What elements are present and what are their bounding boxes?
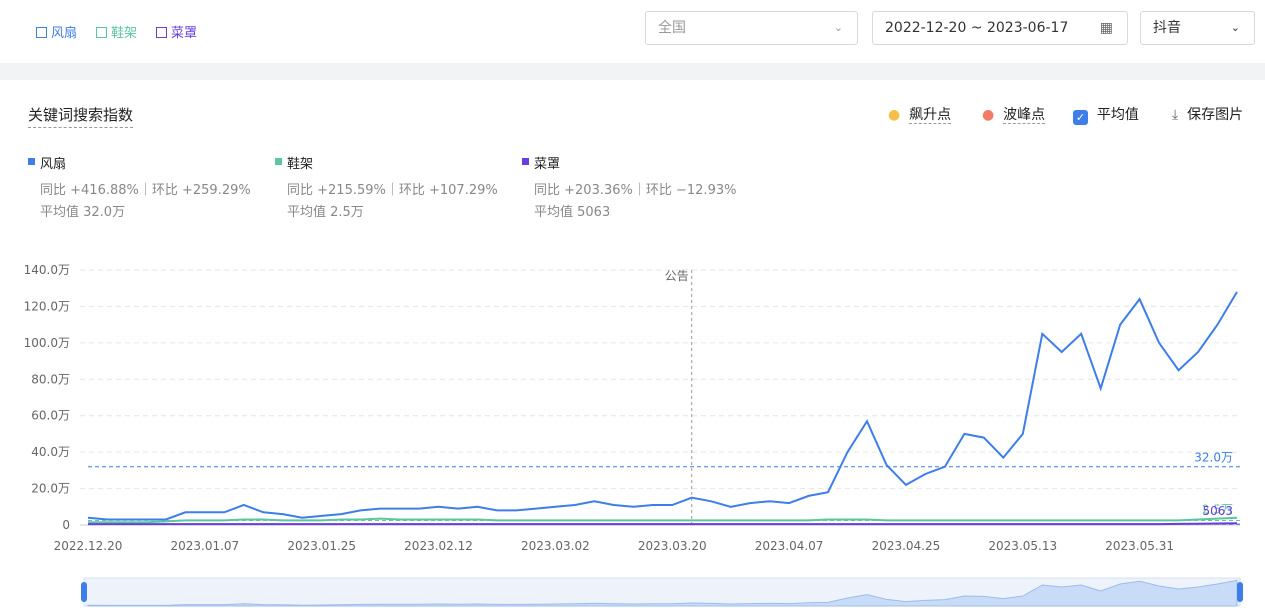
legend-label: 风扇 xyxy=(51,26,78,41)
annotation-label: 公告 xyxy=(665,269,689,283)
average-label: 32.0万 xyxy=(1194,451,1233,465)
legend-toggle[interactable]: 风扇 xyxy=(36,22,77,41)
toolbar: 风扇 鞋架 菜罩 全国 ⌄ 2022-12-20 ~ 2023-06-17 ▦ 抖音… xyxy=(0,0,1265,63)
series-name: 菜罩 xyxy=(522,153,560,172)
zoom-handle[interactable] xyxy=(81,582,87,602)
tool-label: 保存图片 xyxy=(1187,107,1244,123)
x-tick-label: 2022.12.20 xyxy=(54,539,123,553)
x-tick-label: 2023.02.12 xyxy=(404,539,473,553)
x-tick-label: 2023.03.02 xyxy=(521,539,590,553)
x-tick-label: 2023.04.07 xyxy=(755,539,824,553)
x-tick-label: 2023.04.25 xyxy=(872,539,941,553)
region-select[interactable]: 全国 ⌄ xyxy=(645,11,858,45)
tool-label: 平均值 xyxy=(1096,107,1139,123)
select-value: 抖音 xyxy=(1153,20,1181,36)
series-stats: 同比 +215.59%｜环比 +107.29% xyxy=(287,183,498,198)
tool-peak[interactable]: ● 波峰点 xyxy=(982,107,1046,124)
y-tick-label: 60.0万 xyxy=(31,409,70,423)
x-tick-label: 2023.03.20 xyxy=(638,539,707,553)
zoom-handle[interactable] xyxy=(1237,582,1243,602)
tool-save[interactable]: ⤓ 保存图片 xyxy=(1172,107,1244,123)
y-tick-label: 140.0万 xyxy=(24,263,70,277)
card-title: 关键词搜索指数 xyxy=(28,104,134,128)
series-average: 平均值 32.0万 xyxy=(40,205,126,220)
average-label: 5063 xyxy=(1202,504,1233,518)
series-swatch xyxy=(522,158,529,165)
series-name: 风扇 xyxy=(28,153,66,172)
tool-surge[interactable]: ● 飙升点 xyxy=(888,107,952,124)
legend-label: 菜罩 xyxy=(171,26,198,41)
y-tick-label: 80.0万 xyxy=(31,372,70,386)
tool-label: 波峰点 xyxy=(1003,107,1046,124)
y-tick-label: 100.0万 xyxy=(24,336,70,350)
series-swatch xyxy=(28,158,35,165)
x-tick-label: 2023.05.31 xyxy=(1105,539,1174,553)
series-stats: 同比 +416.88%｜环比 +259.29% xyxy=(40,183,251,198)
y-tick-label: 40.0万 xyxy=(31,445,70,459)
select-value: 全国 xyxy=(658,20,686,36)
series-stats: 同比 +203.36%｜环比 −12.93% xyxy=(534,183,737,198)
date-range-picker[interactable]: 2022-12-20 ~ 2023-06-17 ▦ xyxy=(872,11,1128,45)
series-average: 平均值 5063 xyxy=(534,205,611,220)
y-tick-label: 0 xyxy=(62,518,70,532)
tool-average[interactable]: ✓ 平均值 xyxy=(1073,104,1139,125)
platform-select[interactable]: 抖音 ⌄ xyxy=(1140,11,1255,45)
legend-label: 鞋架 xyxy=(111,26,138,41)
x-tick-label: 2023.01.07 xyxy=(170,539,239,553)
y-tick-label: 120.0万 xyxy=(24,299,70,313)
series-line xyxy=(87,291,1238,521)
series-average: 平均值 2.5万 xyxy=(287,205,364,220)
x-tick-label: 2023.05.13 xyxy=(988,539,1057,553)
series-swatch xyxy=(275,158,282,165)
legend-toggle[interactable]: 菜罩 xyxy=(156,22,197,41)
x-tick-label: 2023.01.25 xyxy=(287,539,356,553)
tool-label: 飙升点 xyxy=(909,107,952,124)
series-name: 鞋架 xyxy=(275,153,313,172)
legend-toggle[interactable]: 鞋架 xyxy=(96,22,137,41)
select-value: 2022-12-20 ~ 2023-06-17 xyxy=(885,20,1069,36)
y-tick-label: 20.0万 xyxy=(31,482,70,496)
zoom-preview xyxy=(87,579,1238,607)
average-label: 2.5万 xyxy=(1202,502,1233,516)
